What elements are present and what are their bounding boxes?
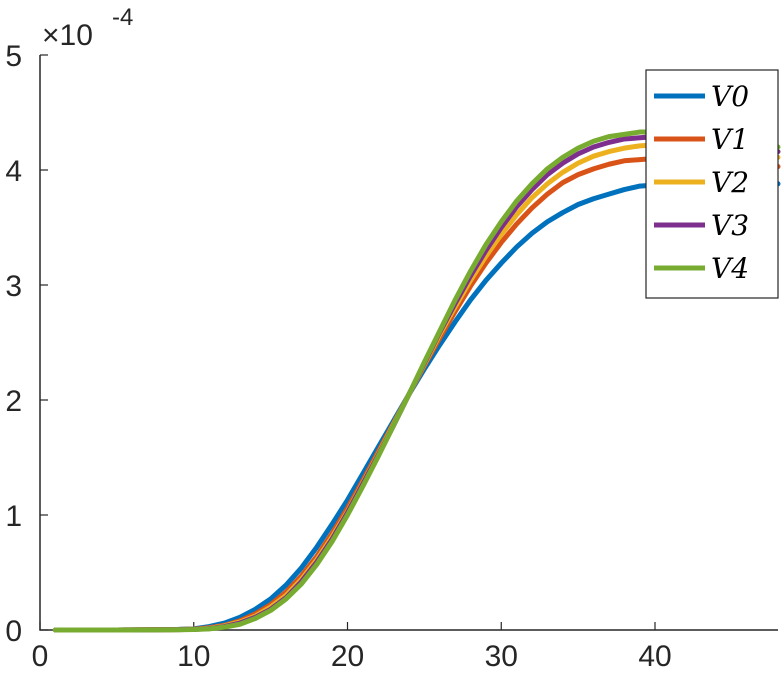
x-tick-label: 20 xyxy=(331,640,364,673)
x-tick-label: 30 xyxy=(485,640,518,673)
y-axis-ticks: 0 1 2 3 4 5 xyxy=(5,40,48,648)
legend-label-v4: V4 xyxy=(711,252,749,285)
y-multiplier-exponent: -4 xyxy=(112,4,133,31)
legend: V0 V1 V2 V3 V4 xyxy=(645,69,779,299)
legend-label-v3: V3 xyxy=(711,209,749,242)
x-tick-label: 40 xyxy=(638,640,671,673)
y-tick-label: 3 xyxy=(5,270,22,303)
legend-label-v1: V1 xyxy=(711,123,749,156)
legend-label-v0: V0 xyxy=(711,80,749,113)
x-tick-label: 10 xyxy=(177,640,210,673)
y-tick-label: 1 xyxy=(5,500,22,533)
legend-label-v2: V2 xyxy=(711,166,749,199)
y-tick-label: 0 xyxy=(5,615,22,648)
y-multiplier-base: ×10 xyxy=(42,19,93,52)
x-axis-ticks: 0 10 20 30 40 xyxy=(32,622,672,673)
y-tick-label: 4 xyxy=(5,155,22,188)
y-tick-label: 5 xyxy=(5,40,22,73)
x-tick-label: 0 xyxy=(32,640,49,673)
y-tick-label: 2 xyxy=(5,385,22,418)
